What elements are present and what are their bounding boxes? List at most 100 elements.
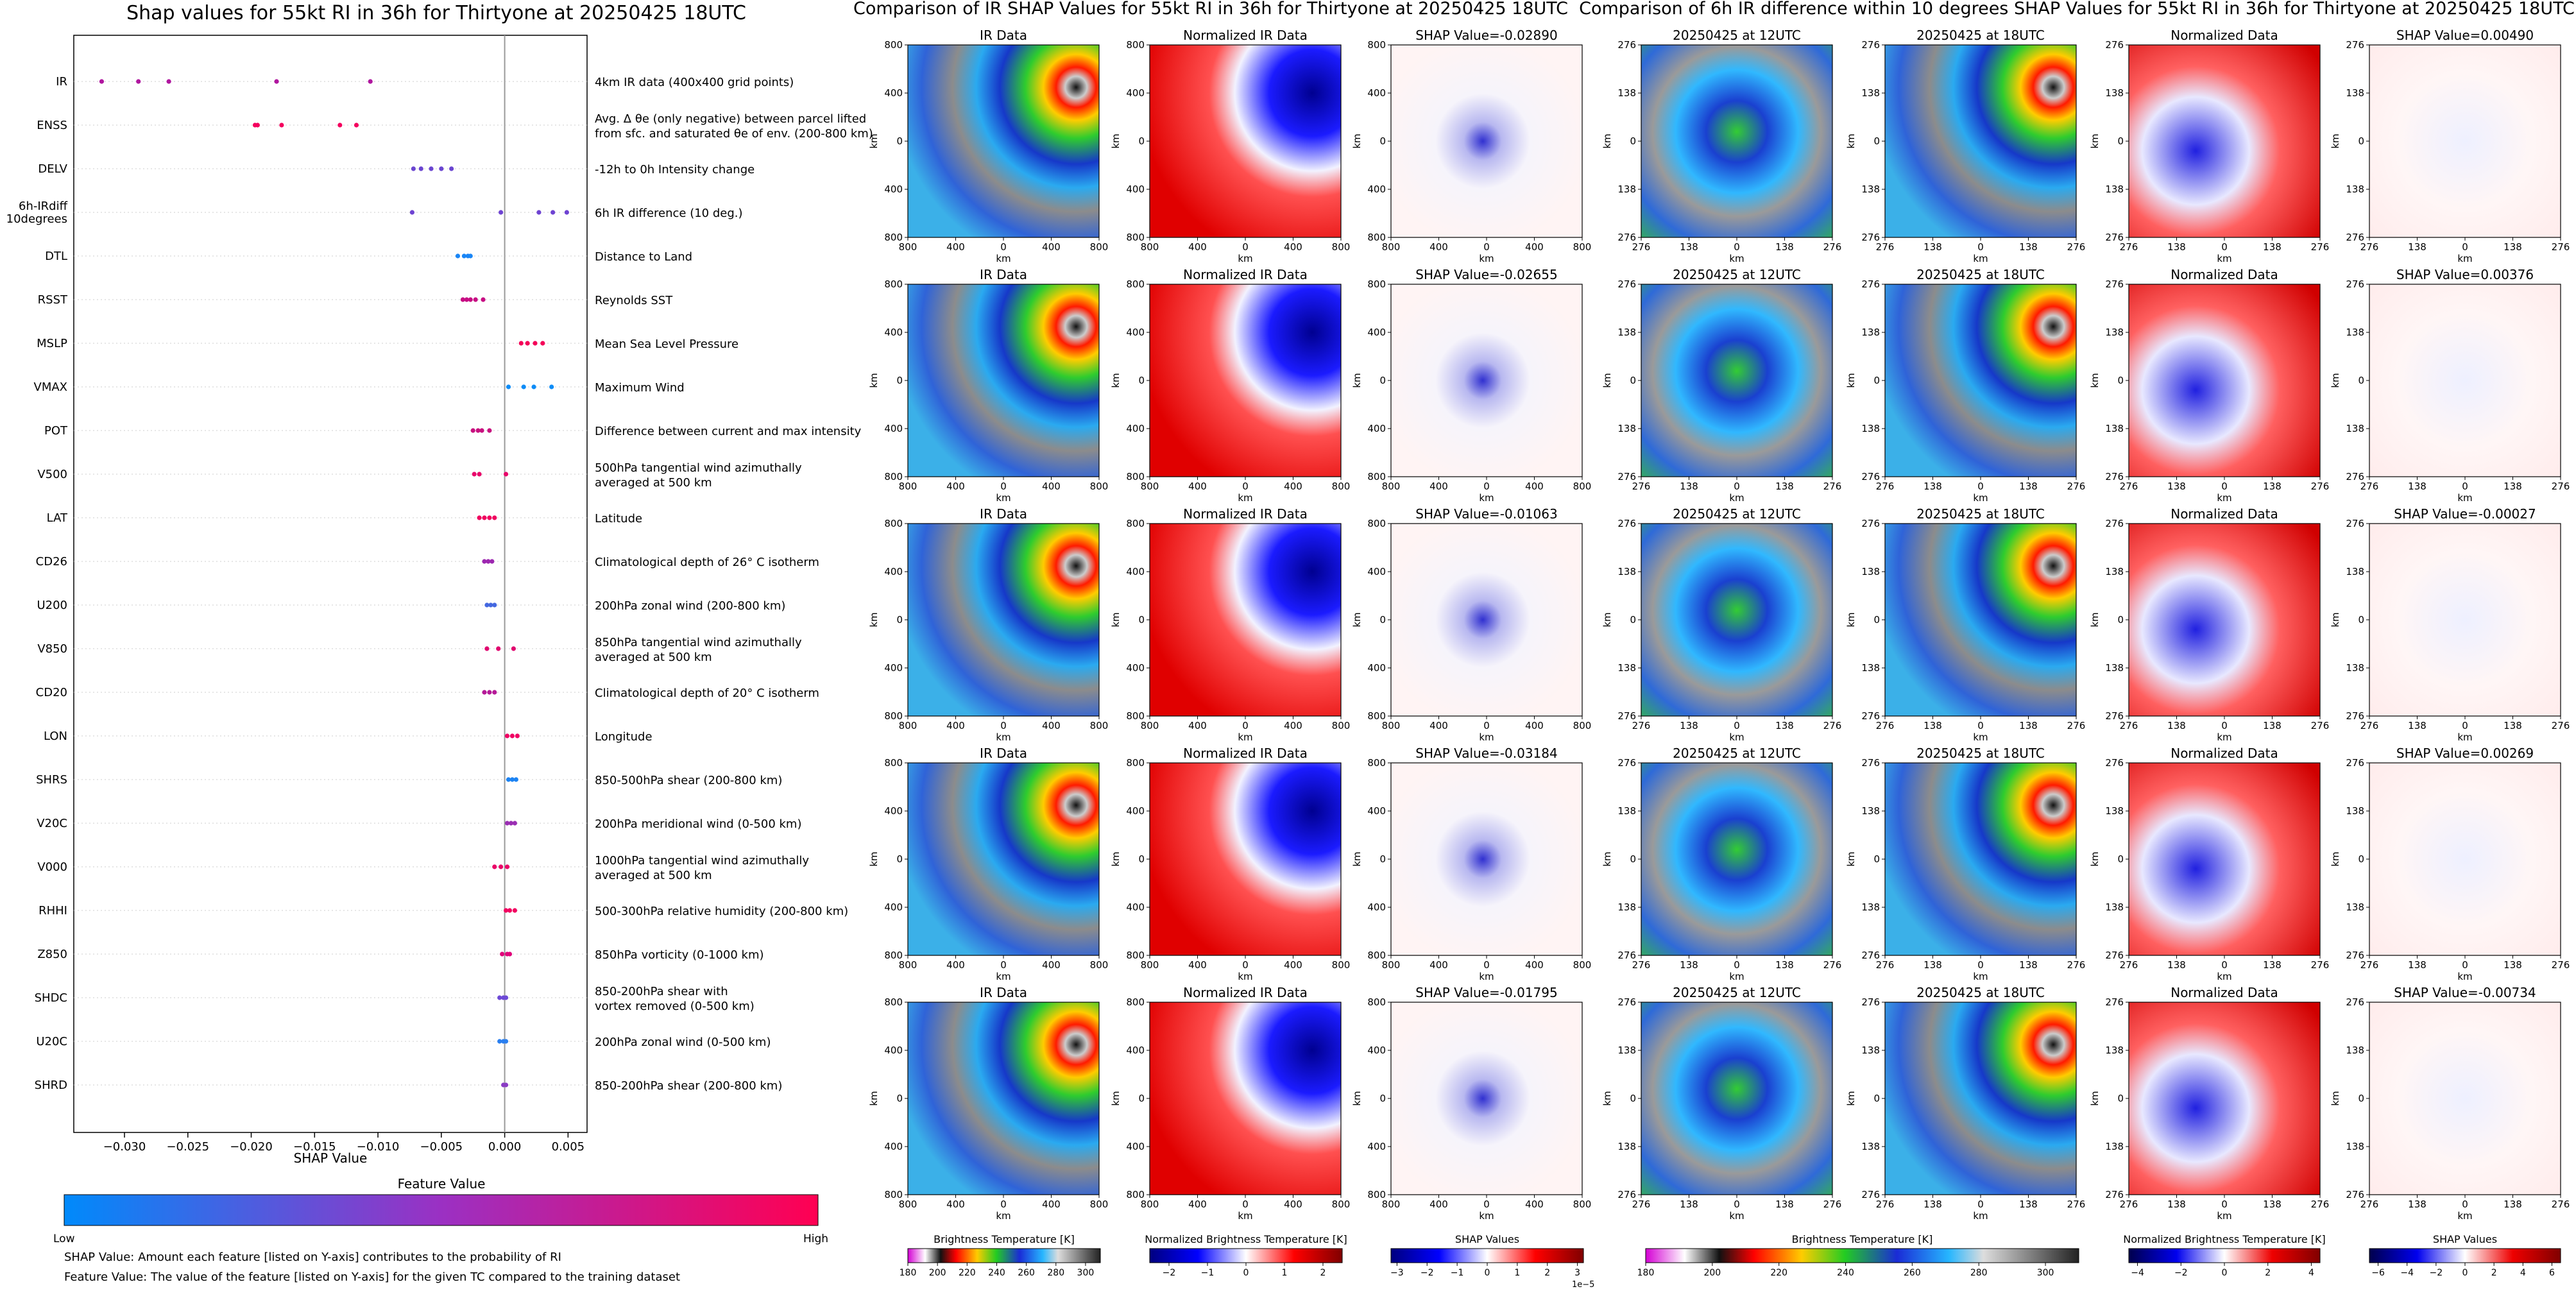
shap-point — [418, 166, 423, 171]
heatmap-panel: 20250425 at 18UTC 276 138 0 138 276 km 276 138 0 1… — [1845, 746, 2085, 982]
x-tick-label: 276 — [2552, 241, 2570, 253]
x-tick-label: 0 — [1000, 241, 1007, 253]
shap-point — [354, 123, 359, 128]
x-tick-label: 276 — [2311, 481, 2330, 492]
x-axis-label: km — [1973, 731, 1988, 743]
x-tick-label: 0 — [1734, 481, 1740, 492]
panel-title: Normalized IR Data — [1183, 506, 1308, 522]
x-tick-label: 0 — [1242, 241, 1249, 253]
y-tick-label: 138 — [1861, 184, 1880, 195]
feature-row-v000: V000 1000hPa tangential wind azimuthally a… — [37, 854, 809, 882]
shap-point — [508, 821, 514, 826]
y-axis-label: km — [1351, 851, 1363, 866]
y-tick-label: 800 — [1367, 950, 1386, 961]
shap-point — [464, 297, 469, 302]
feature-description: Longitude — [595, 730, 653, 744]
x-tick-label: 400 — [946, 481, 965, 492]
x-axis-label: km — [1973, 253, 1988, 264]
colorbar-label: Normalized Brightness Temperature [K] — [1145, 1233, 1347, 1245]
feature-description: 200hPa zonal wind (200-800 km) — [595, 599, 785, 613]
heatmap-image — [1641, 762, 1833, 956]
heatmap-panel: Normalized IR Data 800 400 0 400 800 km 800 400 0… — [1110, 746, 1350, 982]
colorbar-tick-label: 300 — [2037, 1268, 2054, 1278]
y-tick-label: 800 — [1367, 757, 1386, 769]
x-tick-label: 276 — [2311, 959, 2330, 971]
x-tick-label: 276 — [1632, 1199, 1651, 1210]
colorbar-gradient — [1390, 1248, 1584, 1263]
x-axis-label: km — [2217, 492, 2231, 504]
shap-point — [484, 646, 490, 651]
x-tick-label: 400 — [1284, 1199, 1302, 1210]
shap-point — [503, 908, 509, 913]
shap-point — [499, 210, 504, 215]
x-tick-label: 276 — [2311, 720, 2330, 731]
y-tick-label: 400 — [884, 662, 903, 674]
heatmap-image — [1884, 44, 2077, 238]
colorbar-tick-label: 200 — [1703, 1268, 1721, 1278]
y-tick-label: 276 — [2346, 950, 2364, 961]
panel-title: 20250425 at 18UTC — [1916, 506, 2045, 522]
x-axis-ticks: −0.030 −0.025 −0.020 −0.015 −0.010 −0.005 0.00… — [103, 1132, 584, 1154]
y-tick-label: 400 — [1126, 805, 1145, 817]
shap-point — [475, 428, 481, 433]
colorbar: SHAP Values −3 −2 −1 0 1 2 3 1e−5 — [1390, 1233, 1594, 1289]
y-tick-label: 276 — [1861, 278, 1880, 290]
colorbar-gradient — [907, 1248, 1101, 1263]
x-tick-label: 400 — [1525, 481, 1544, 492]
y-tick-label: 0 — [1630, 375, 1636, 386]
feature-row-lat: LAT Latitude — [47, 511, 642, 525]
y-tick-label: 276 — [1617, 471, 1636, 482]
y-tick-label: 0 — [2117, 853, 2124, 865]
shap-point — [503, 1082, 509, 1088]
panel-title: IR Data — [980, 28, 1027, 43]
y-tick-label: 0 — [2117, 375, 2124, 386]
x-tick-label: 138 — [2408, 241, 2427, 253]
x-tick-label: 276 — [1632, 241, 1651, 253]
y-tick-label: 0 — [2117, 1093, 2124, 1104]
panel-title: Normalized IR Data — [1183, 28, 1308, 43]
x-tick-label: 276 — [2552, 481, 2570, 492]
shap-point — [492, 602, 497, 608]
y-axis-label: km — [1351, 373, 1363, 388]
y-axis-label: km — [1601, 373, 1613, 388]
y-tick-label: 276 — [2105, 518, 2124, 529]
y-tick-label: 800 — [1367, 518, 1386, 529]
feature-name: DTL — [45, 250, 67, 263]
x-tick-label: 800 — [1090, 481, 1109, 492]
x-tick-label: 0.000 — [488, 1140, 522, 1154]
x-tick-label: 0 — [1977, 959, 1984, 971]
feature-description: 4km IR data (400x400 grid points) — [595, 76, 794, 89]
x-tick-label: 0 — [1483, 959, 1490, 971]
y-tick-label: 276 — [1861, 710, 1880, 722]
colorbar-tick-label: −2 — [1163, 1268, 1176, 1278]
y-tick-label: 400 — [1126, 901, 1145, 913]
feature-value-colorbar — [64, 1194, 819, 1226]
colorbar-tick-label: 6 — [2549, 1268, 2555, 1278]
colorbar-tick-label: 240 — [988, 1268, 1005, 1278]
y-tick-label: 138 — [2105, 184, 2124, 195]
y-tick-label: 800 — [1126, 996, 1145, 1008]
y-tick-label: 276 — [1861, 518, 1880, 529]
x-tick-label: 276 — [2067, 481, 2086, 492]
x-axis-label: km — [1238, 971, 1252, 982]
feature-description: 1000hPa tangential wind azimuthally — [595, 854, 809, 867]
x-tick-label: 138 — [2263, 481, 2282, 492]
colorbar-tick-label: 2 — [1544, 1268, 1550, 1278]
y-tick-label: 276 — [2346, 278, 2364, 290]
x-axis-label: km — [996, 1210, 1011, 1222]
feature-name: Z850 — [37, 948, 67, 961]
panel-title: SHAP Value=-0.00027 — [2394, 506, 2536, 522]
x-tick-label: −0.025 — [166, 1140, 209, 1154]
colorbar-tick-label: 2 — [1320, 1268, 1326, 1278]
feature-description: Latitude — [595, 512, 642, 525]
y-tick-label: 0 — [896, 135, 903, 147]
y-tick-label: 276 — [2105, 471, 2124, 482]
y-axis-label: km — [2089, 1091, 2101, 1105]
y-tick-label: 800 — [884, 757, 903, 769]
y-tick-label: 0 — [1138, 1093, 1145, 1104]
colorbar-exponent: 1e−5 — [1572, 1280, 1594, 1289]
feature-name: DELV — [38, 162, 67, 176]
shap-point — [509, 777, 515, 782]
y-tick-label: 276 — [1861, 757, 1880, 769]
